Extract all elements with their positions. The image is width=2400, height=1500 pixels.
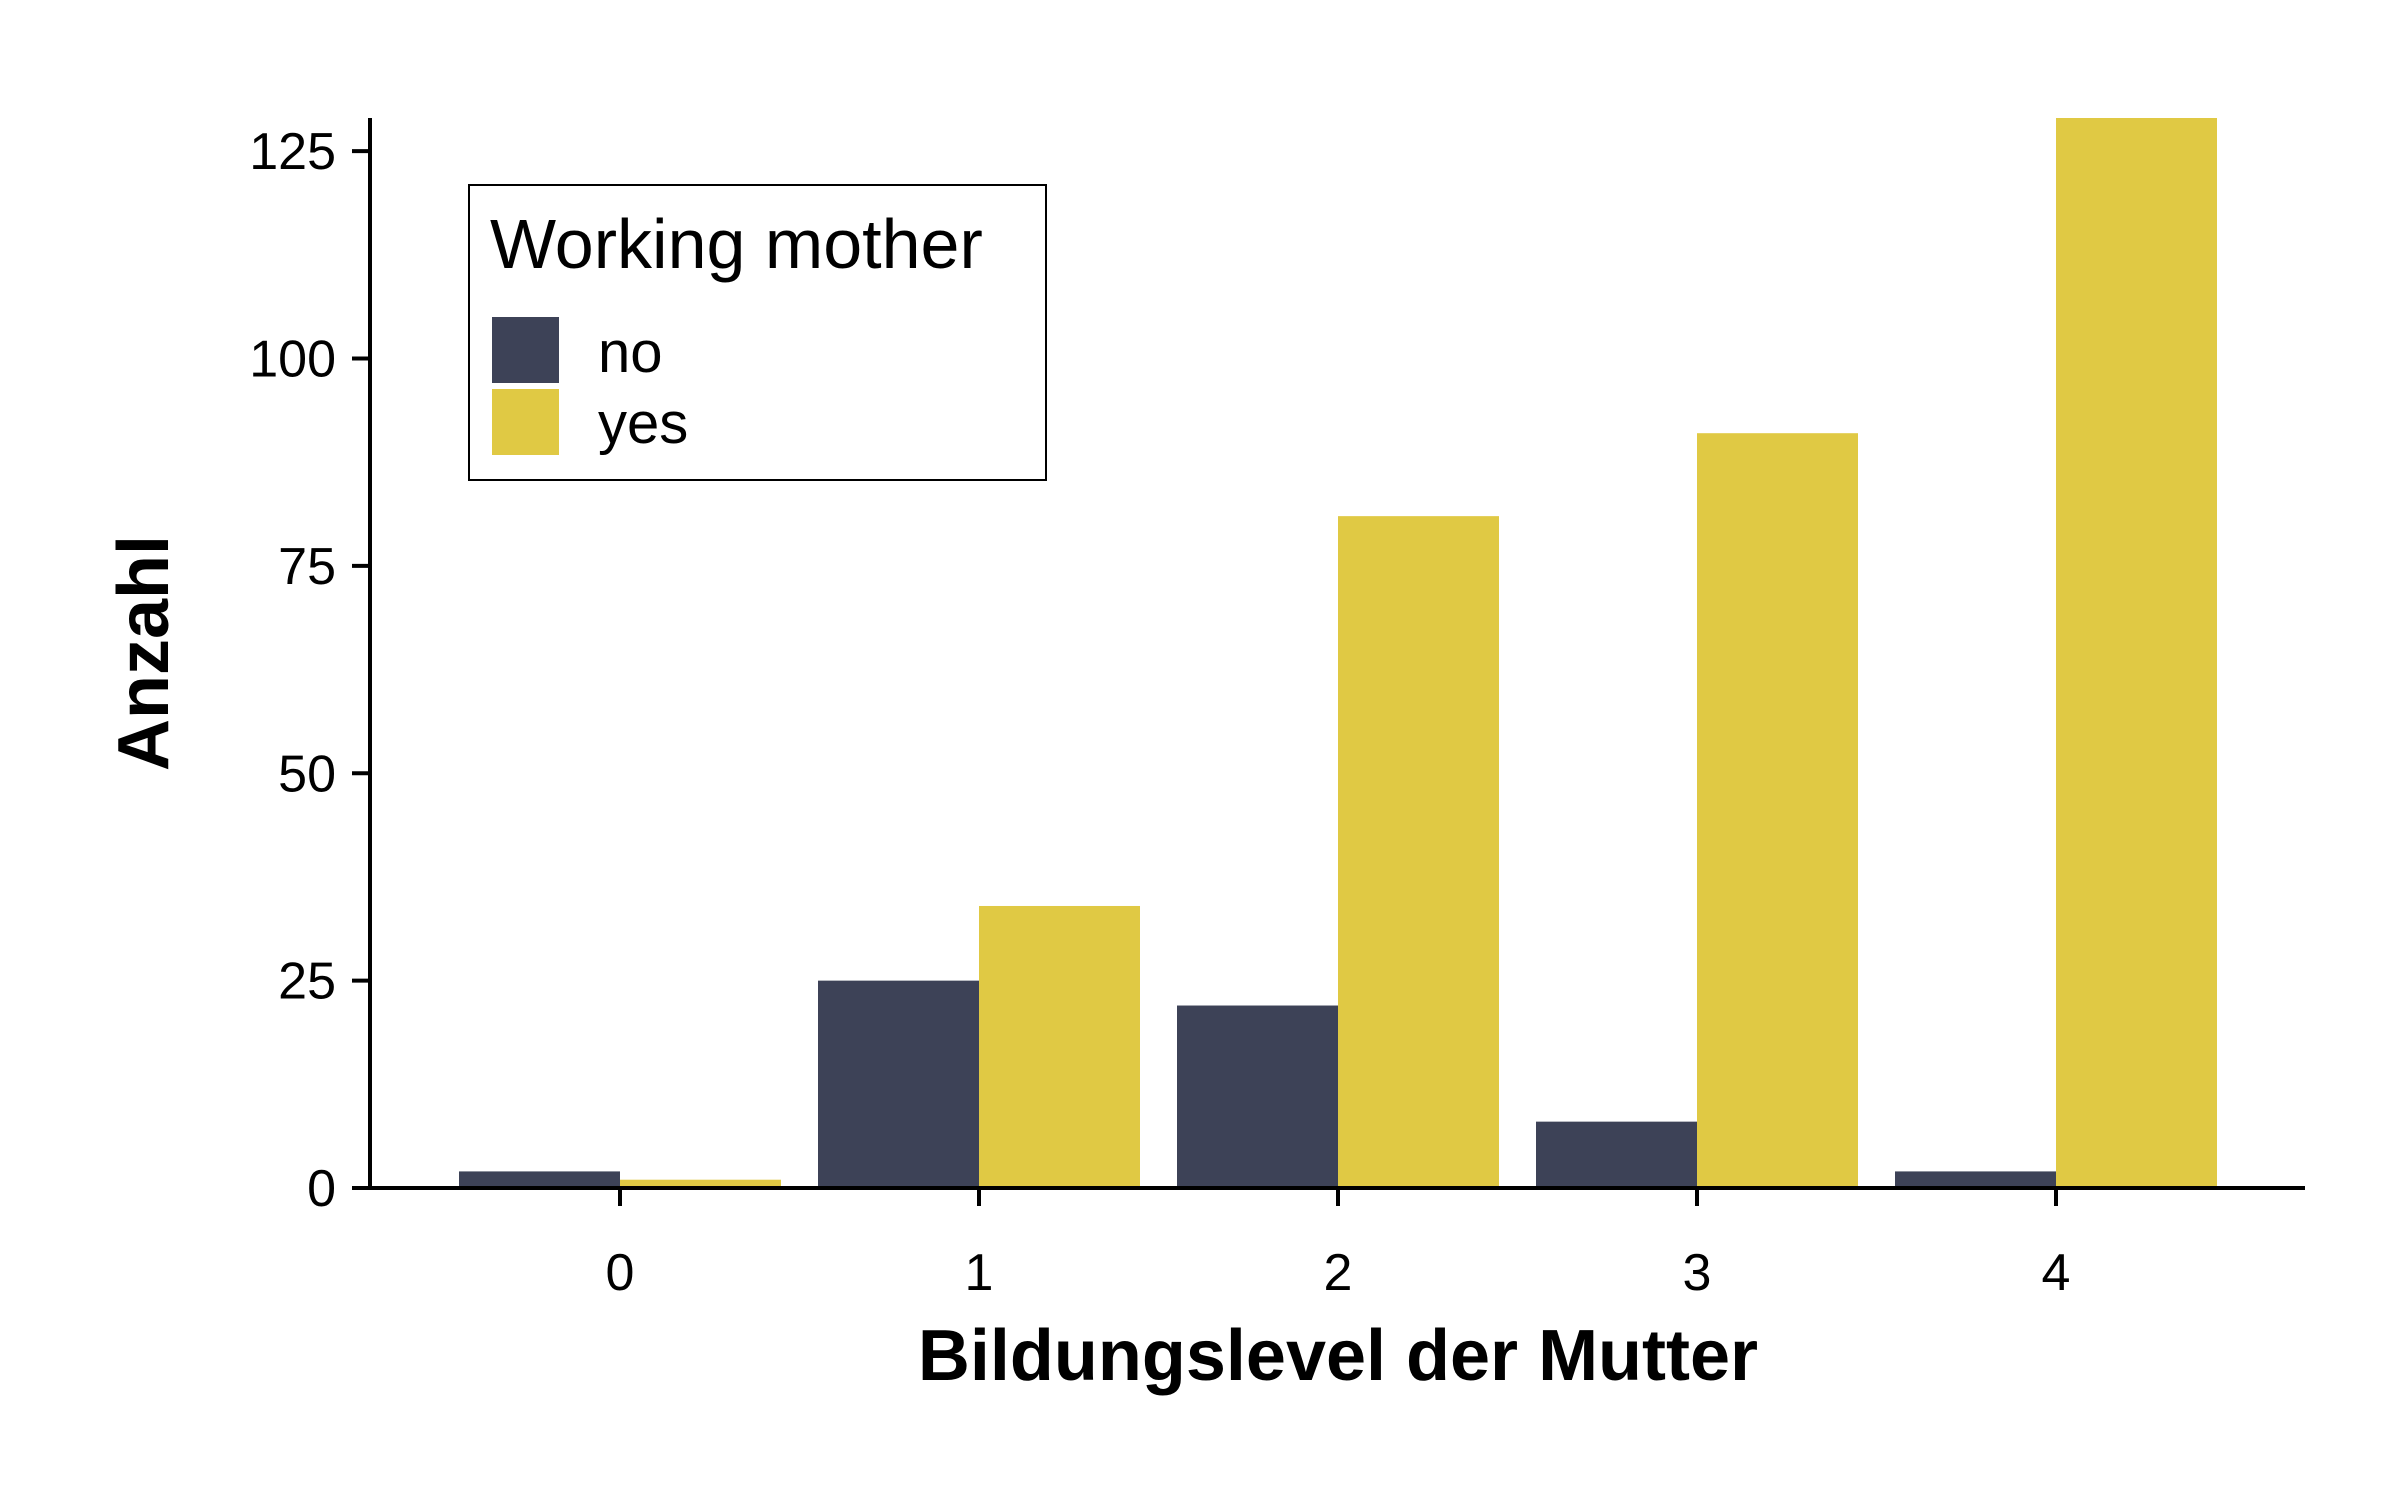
x-ticks: 0 1 2 3 4 [606,1188,2071,1302]
legend-swatch-no [492,317,559,383]
bar-no-0 [459,1171,620,1188]
y-tick-label-0: 0 [307,1160,336,1218]
bar-yes-1 [979,905,1140,1188]
bar-yes-2 [1338,516,1499,1188]
legend: Working mother no yes [468,184,1047,481]
bar-yes-3 [1697,433,1858,1188]
y-axis-title: Anzahl [104,535,184,771]
y-tick-label-75: 75 [278,538,336,596]
bars-layer [459,118,2217,1188]
bar-yes-4 [2056,118,2217,1188]
bar-no-1 [818,980,979,1188]
legend-label-yes: yes [598,391,688,456]
y-tick-label-125: 125 [249,123,336,181]
legend-title: Working mother [490,205,983,283]
legend-box [468,184,1047,481]
x-tick-label-2: 2 [1324,1244,1353,1302]
legend-label-no: no [598,320,663,385]
x-tick-label-0: 0 [606,1244,635,1302]
y-ticks: 0 25 50 75 100 125 [249,123,370,1218]
x-axis-title: Bildungslevel der Mutter [918,1316,1758,1396]
x-tick-label-3: 3 [1683,1244,1712,1302]
y-tick-label-100: 100 [249,331,336,389]
bar-yes-0 [620,1179,781,1188]
x-tick-label-1: 1 [965,1244,994,1302]
bar-no-3 [1536,1121,1697,1188]
y-tick-label-50: 50 [278,745,336,803]
x-tick-label-4: 4 [2042,1244,2071,1302]
y-tick-label-25: 25 [278,953,336,1011]
bar-no-2 [1177,1005,1338,1188]
bar-no-4 [1895,1171,2056,1188]
legend-swatch-yes [492,389,559,455]
